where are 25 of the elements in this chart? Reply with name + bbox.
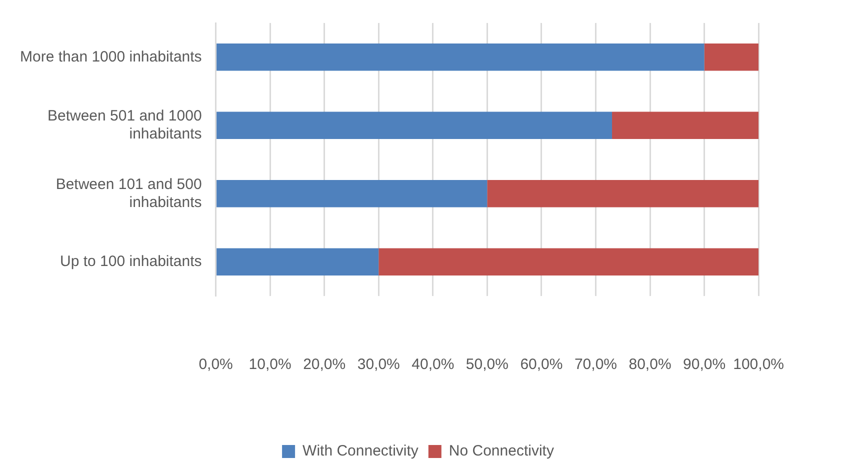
bar [704, 43, 759, 71]
bar [216, 112, 612, 140]
bar [612, 112, 759, 140]
x-tick-label: 50,0% [466, 356, 508, 374]
x-tick-label: 40,0% [412, 356, 454, 374]
bar [216, 248, 379, 276]
bar [378, 248, 759, 276]
x-tick-label: 100,0% [733, 356, 784, 374]
x-tick-label: 80,0% [628, 356, 672, 374]
legend-label: With Connectivity [302, 442, 419, 460]
x-tick-label: 20,0% [303, 356, 346, 374]
x-tick-label: 0,0% [198, 356, 233, 374]
x-tick-label: 90,0% [683, 356, 726, 374]
x-tick-label: 10,0% [248, 356, 292, 374]
bar [216, 43, 704, 71]
y-tick-label: Up to 100 inhabitants [60, 253, 202, 270]
x-tick-label: 60,0% [520, 356, 563, 374]
y-tick-label: Between 501 and 1000 inhabitants [47, 108, 202, 143]
y-tick-label: Between 101 and 500 inhabitants [56, 176, 202, 211]
x-tick-label: 70,0% [574, 356, 618, 374]
y-tick-label: More than 1000 inhabitants [20, 48, 202, 66]
bar [487, 180, 759, 208]
x-tick-label: 30,0% [357, 356, 400, 374]
legend-label: No Connectivity [448, 442, 554, 460]
bar [216, 180, 488, 208]
